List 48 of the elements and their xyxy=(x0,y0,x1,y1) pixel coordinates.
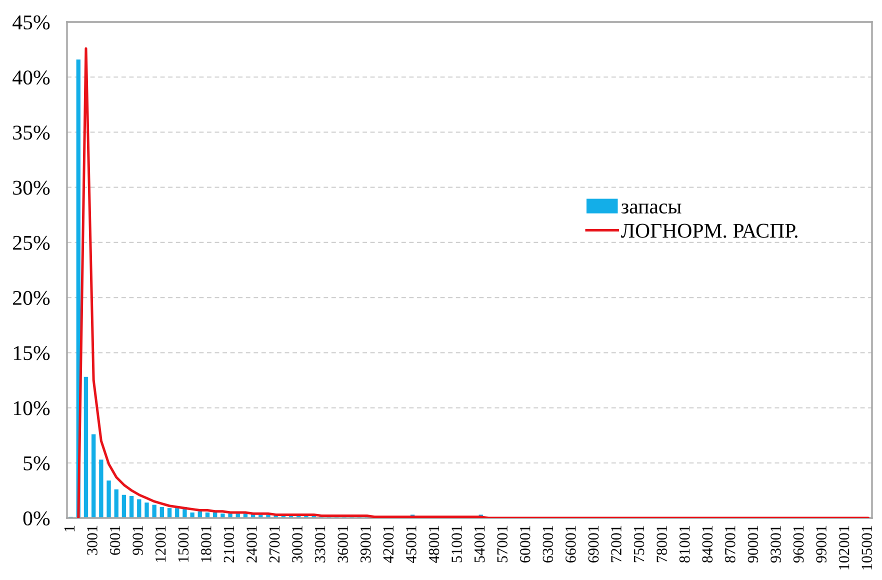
x-tick-label: 15001 xyxy=(178,526,189,562)
x-tick-label: 24001 xyxy=(246,526,257,562)
x-tick-label: 30001 xyxy=(292,526,302,562)
x-tick-label: 81001 xyxy=(679,526,690,563)
y-tick-label: 30% xyxy=(13,180,50,195)
x-tick-label: 51001 xyxy=(452,526,462,562)
x-tick-label: 99001 xyxy=(816,526,826,563)
x-tick-label: 9001 xyxy=(132,526,143,556)
x-tick-label: 18001 xyxy=(201,526,212,562)
x-tick-label: 102001 xyxy=(838,526,850,570)
y-tick-label: 35% xyxy=(13,126,50,140)
y-tick-label: 0% xyxy=(23,511,50,526)
x-tick-label: 69001 xyxy=(588,526,599,562)
x-tick-label: 84001 xyxy=(702,526,713,563)
x-tick-label: 54001 xyxy=(474,526,485,562)
y-tick-label: 20% xyxy=(13,290,50,306)
x-tick-label: 60001 xyxy=(520,526,530,562)
y-tick-label: 15% xyxy=(14,346,50,360)
x-tick-label: 57001 xyxy=(497,526,508,562)
y-tick-label: 25% xyxy=(13,236,50,250)
y-tick-label: 45% xyxy=(12,15,50,30)
x-tick-label: 36001 xyxy=(338,526,348,562)
x-tick-label: 27001 xyxy=(269,526,280,562)
x-tick-label: 3001 xyxy=(87,526,98,555)
y-tick-label: 10% xyxy=(14,401,50,416)
x-tick-label: 21001 xyxy=(224,526,234,562)
x-tick-label: 78001 xyxy=(656,526,667,562)
x-tick-label: 6001 xyxy=(110,526,120,555)
x-tick-label: 72001 xyxy=(611,526,622,562)
x-tick-label: 33001 xyxy=(314,526,326,562)
x-tick-label: 75001 xyxy=(634,526,644,562)
legend-label: ЛОГНОРМ. РАСПР. xyxy=(621,224,798,238)
x-tick-label: 1 xyxy=(64,526,74,532)
x-tick-label: 66001 xyxy=(566,526,576,562)
legend-label: запасы xyxy=(621,204,682,214)
x-tick-label: 96001 xyxy=(793,526,804,563)
x-tick-label: 42001 xyxy=(383,526,394,563)
x-tick-label: 63001 xyxy=(542,526,554,562)
x-tick-label: 93001 xyxy=(770,526,781,563)
x-tick-label: 12001 xyxy=(155,526,166,562)
x-tick-label: 45001 xyxy=(406,526,416,563)
x-tick-label: 39001 xyxy=(360,526,371,562)
y-tick-label: 5% xyxy=(24,456,50,470)
x-tick-label: 90001 xyxy=(748,526,758,563)
x-tick-label: 48001 xyxy=(428,526,440,563)
x-tick-label: 105001 xyxy=(862,526,872,570)
y-tick-label: 40% xyxy=(12,70,50,85)
x-tick-label: 87001 xyxy=(725,526,736,563)
